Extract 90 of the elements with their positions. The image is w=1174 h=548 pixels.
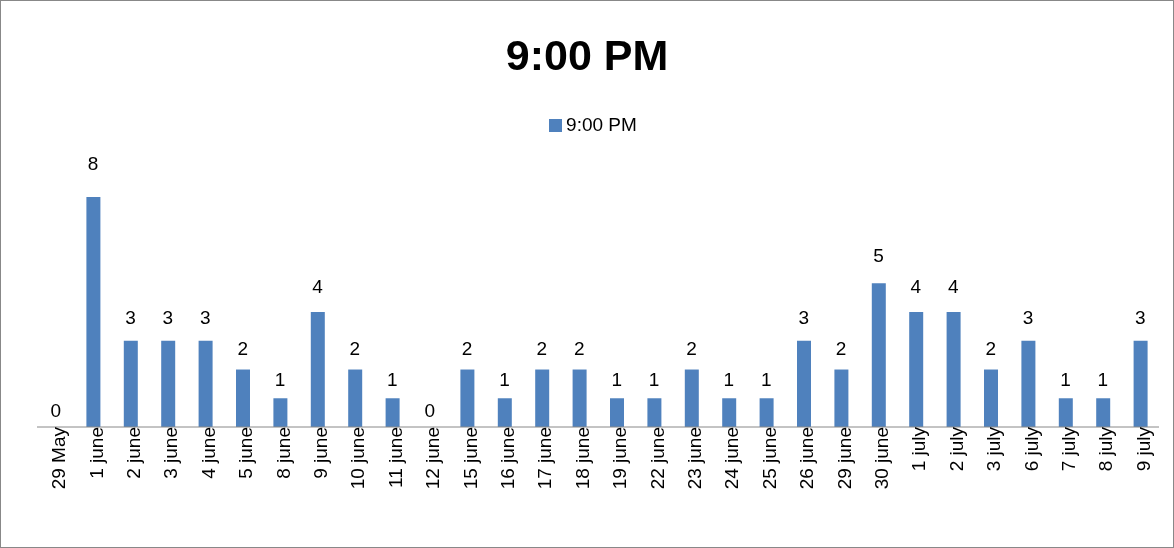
data-label: 1	[611, 369, 622, 391]
bar	[497, 398, 512, 427]
bar	[198, 340, 213, 427]
x-tick-label: 3 july	[983, 426, 1005, 472]
x-tick-label: 5 june	[235, 427, 257, 479]
data-label: 3	[162, 307, 174, 329]
bar	[1096, 398, 1111, 427]
bar	[909, 312, 924, 427]
data-label: 5	[873, 245, 884, 267]
bar	[385, 398, 400, 427]
data-label: 2	[835, 338, 847, 360]
x-tick-label: 29 May	[48, 426, 70, 490]
x-tick-label: 11 june	[384, 427, 406, 488]
bar	[161, 340, 176, 427]
bar	[1133, 340, 1148, 427]
bar	[310, 312, 325, 427]
bar	[572, 369, 587, 427]
x-tick-label: 26 june	[796, 427, 818, 490]
x-tick-label: 24 june	[721, 427, 743, 490]
x-tick-label: 10 june	[347, 427, 369, 490]
data-label: 3	[200, 307, 211, 329]
x-tick-label: 30 june	[870, 427, 892, 490]
data-label: 3	[125, 307, 136, 329]
x-tick-label: 2 june	[122, 427, 144, 479]
x-tick-label: 17 june	[534, 427, 556, 490]
x-tick-label: 18 june	[571, 427, 593, 490]
data-label: 8	[87, 152, 99, 174]
bar	[348, 369, 363, 427]
data-label: 2	[461, 338, 473, 360]
x-tick-label: 25 june	[758, 427, 780, 490]
x-tick-label: 6 july	[1020, 426, 1042, 472]
bar	[273, 398, 288, 427]
x-tick-label: 3 june	[160, 427, 182, 479]
chart-title: 9:00 PM	[504, 31, 670, 80]
data-label: 1	[387, 369, 398, 391]
data-label: 2	[574, 338, 585, 360]
x-tick-label: 23 june	[683, 427, 705, 490]
data-label: 1	[761, 369, 772, 391]
data-label: 2	[349, 338, 361, 360]
data-label: 1	[1060, 369, 1071, 391]
x-tick-label: 2 july	[945, 426, 967, 472]
x-tick-label: 19 june	[609, 427, 631, 490]
bar	[610, 398, 624, 427]
x-tick-label: 8 june	[272, 427, 294, 479]
data-label: 1	[723, 369, 735, 391]
bar	[1058, 398, 1073, 427]
data-label: 1	[648, 369, 660, 391]
data-label: 4	[948, 276, 960, 298]
bar	[460, 369, 475, 427]
bar	[871, 283, 886, 427]
data-label: 2	[985, 338, 996, 360]
bar	[647, 398, 662, 427]
bar	[797, 340, 811, 427]
x-tick-label: 9 july	[1132, 426, 1154, 472]
data-label: 0	[424, 400, 435, 421]
data-label: 3	[1022, 307, 1034, 329]
bar	[984, 369, 998, 427]
x-tick-label: 15 june	[459, 427, 481, 490]
x-tick-label: 16 june	[496, 427, 518, 490]
x-tick-label: 4 june	[197, 427, 219, 479]
bar	[535, 369, 550, 427]
data-label: 2	[536, 338, 548, 360]
legend-label: 9:00 PM	[566, 114, 637, 135]
bar	[834, 369, 849, 427]
x-tick-label: 1 july	[908, 426, 930, 472]
x-tick-label: 8 july	[1095, 426, 1117, 472]
x-tick-label: 12 june	[422, 427, 444, 490]
data-label: 4	[910, 276, 922, 298]
x-tick-label: 22 june	[646, 427, 668, 490]
data-label: 4	[312, 276, 324, 298]
bar	[684, 369, 699, 427]
bar	[1021, 340, 1036, 427]
bar	[236, 369, 250, 427]
data-label: 0	[50, 400, 61, 421]
data-label: 1	[499, 369, 510, 391]
bar	[946, 312, 961, 427]
data-label: 3	[1135, 307, 1146, 329]
bar	[722, 398, 737, 427]
bar	[86, 197, 101, 427]
bar	[759, 398, 774, 427]
data-label: 2	[237, 338, 248, 360]
x-tick-label: 9 june	[309, 427, 331, 479]
x-tick-label: 29 june	[833, 427, 855, 490]
data-label: 2	[686, 338, 697, 360]
x-tick-label: 1 june	[85, 427, 107, 479]
bar	[123, 340, 138, 427]
data-label: 3	[798, 307, 809, 329]
data-label: 1	[274, 369, 286, 391]
data-label: 1	[1097, 369, 1109, 391]
x-tick-label: 7 july	[1057, 426, 1079, 472]
